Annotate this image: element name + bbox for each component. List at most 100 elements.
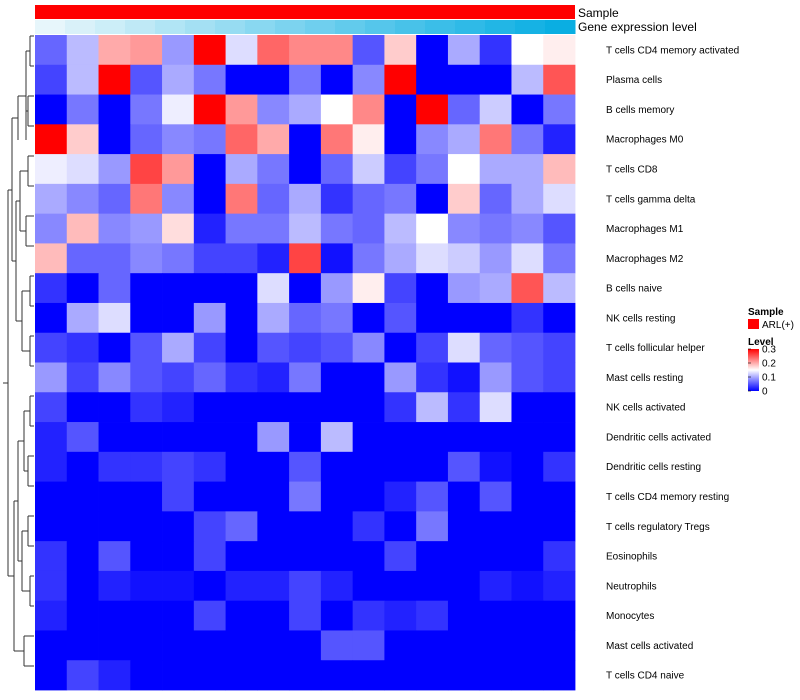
heatmap-cell <box>543 213 576 244</box>
row-label: T cells CD4 memory activated <box>606 45 739 56</box>
heatmap-cell <box>543 362 576 393</box>
heatmap-cell <box>193 213 226 244</box>
heatmap-cell <box>98 243 131 274</box>
heatmap-cell <box>66 94 99 125</box>
heatmap-cell <box>416 213 449 244</box>
heatmap-cell <box>225 422 258 453</box>
legend-sample-swatch <box>748 319 759 329</box>
heatmap-cell <box>416 570 449 602</box>
heatmap-cell <box>543 481 576 512</box>
heatmap-cell <box>225 630 258 661</box>
heatmap-cell <box>225 154 258 185</box>
heatmap-cell <box>479 35 512 66</box>
heatmap-cell <box>320 94 354 125</box>
heatmap-cell <box>543 600 576 631</box>
expression-bar-segment <box>395 20 426 34</box>
heatmap-cell <box>479 570 512 602</box>
heatmap-cell <box>352 35 385 66</box>
heatmap-cell <box>289 183 322 215</box>
row-label: T cells gamma delta <box>606 194 696 205</box>
heatmap-cell <box>479 213 512 244</box>
heatmap-cell <box>193 660 226 691</box>
heatmap-cell <box>416 541 449 572</box>
heatmap-cell <box>320 124 354 155</box>
heatmap-cell <box>257 660 290 691</box>
heatmap-cell <box>225 541 258 572</box>
heatmap-cell <box>447 94 481 125</box>
heatmap-cell <box>35 154 68 185</box>
heatmap-cell <box>447 392 481 423</box>
heatmap-cell <box>35 35 68 66</box>
heatmap-cell <box>320 273 354 304</box>
heatmap-cell <box>352 630 385 661</box>
heatmap-cell <box>130 64 163 95</box>
heatmap-cell <box>416 64 449 95</box>
heatmap-cell <box>35 660 68 691</box>
heatmap-cell <box>511 273 544 304</box>
heatmap-cell <box>66 332 99 363</box>
heatmap-cell <box>416 243 449 274</box>
heatmap-cell <box>193 64 226 95</box>
heatmap-cell <box>162 302 195 334</box>
heatmap-cell <box>447 35 481 66</box>
row-label: B cells memory <box>606 105 674 116</box>
heatmap-cell <box>479 243 512 274</box>
heatmap-cell <box>257 124 290 155</box>
heatmap-cell <box>479 362 512 393</box>
heatmap-cell <box>289 332 322 363</box>
heatmap-cell <box>352 154 385 185</box>
heatmap-cell <box>35 243 68 274</box>
heatmap-cell <box>320 451 354 482</box>
heatmap-cell <box>130 154 163 185</box>
heatmap-cell <box>162 660 195 691</box>
heatmap-cell <box>416 660 449 691</box>
heatmap-cell <box>162 451 195 482</box>
heatmap-cell <box>35 570 68 602</box>
heatmap-cell <box>511 422 544 453</box>
sample-bar-segment <box>35 5 575 19</box>
heatmap-cell <box>543 511 576 542</box>
heatmap-cell <box>162 94 195 125</box>
legend-tick-label: 0 <box>762 387 768 398</box>
heatmap-cell <box>162 124 195 155</box>
heatmap-cell <box>162 35 195 66</box>
heatmap-cell <box>447 302 481 334</box>
heatmap-cell <box>289 511 322 542</box>
heatmap-cell <box>289 154 322 185</box>
heatmap-cell <box>320 183 354 215</box>
expression-bar-segment <box>65 20 96 34</box>
heatmap-cell <box>352 451 385 482</box>
heatmap-cell <box>98 570 131 602</box>
heatmap-cell <box>35 481 68 512</box>
expression-bar-segment <box>545 20 576 34</box>
heatmap-cell <box>225 481 258 512</box>
heatmap-cell <box>416 600 449 631</box>
heatmap-cell <box>225 243 258 274</box>
heatmap-cell <box>225 94 258 125</box>
heatmap-cell <box>66 64 99 95</box>
heatmap-cell <box>130 451 163 482</box>
heatmap-cell <box>257 451 290 482</box>
heatmap-cell <box>352 273 385 304</box>
heatmap-cell <box>193 94 226 125</box>
heatmap-cell <box>543 541 576 572</box>
heatmap-cell <box>447 481 481 512</box>
heatmap-cell <box>35 422 68 453</box>
heatmap-cell <box>257 630 290 661</box>
row-label: T cells CD4 memory resting <box>606 492 729 503</box>
heatmap-cell <box>320 570 354 602</box>
heatmap-cell <box>384 124 417 155</box>
heatmap-cell <box>98 183 131 215</box>
row-label: Plasma cells <box>606 75 662 86</box>
heatmap-cell <box>130 630 163 661</box>
heatmap-cell <box>352 64 385 95</box>
row-label: Macrophages M2 <box>606 254 684 265</box>
heatmap-cell <box>352 243 385 274</box>
heatmap-cell <box>98 332 131 363</box>
heatmap-cell <box>162 332 195 363</box>
heatmap-cell <box>162 154 195 185</box>
row-label: B cells naive <box>606 284 663 295</box>
heatmap-cell <box>543 570 576 602</box>
heatmap-cell <box>384 243 417 274</box>
heatmap-cell <box>479 94 512 125</box>
